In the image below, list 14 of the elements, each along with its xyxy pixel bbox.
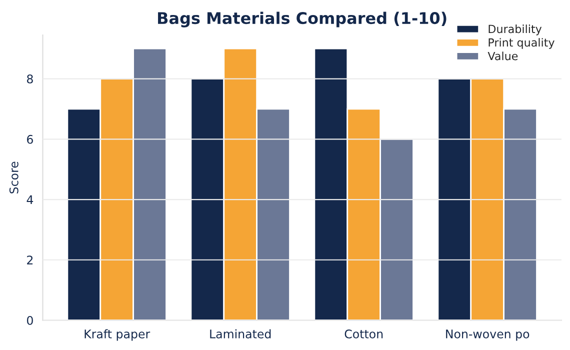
legend-label: Durability — [488, 24, 542, 36]
x-tick-label: Cotton — [344, 329, 383, 338]
y-axis-title: Score — [9, 162, 18, 194]
y-tick-label: 6 — [27, 134, 33, 144]
x-tick-label: Laminated — [210, 329, 271, 338]
y-tick-label: 4 — [26, 195, 34, 204]
x-tick-label: Kraft paper — [84, 329, 150, 341]
x-tick-label: Non-woven po — [446, 330, 530, 341]
y-tick-label: 0 — [26, 316, 33, 325]
legend-label: Value — [488, 52, 518, 60]
chart-title: Bags Materials Compared (1-10) — [158, 12, 446, 28]
y-tick-label: 8 — [27, 74, 33, 84]
y-tick-label: 2 — [27, 256, 33, 264]
legend-label: Print quality — [488, 38, 554, 49]
